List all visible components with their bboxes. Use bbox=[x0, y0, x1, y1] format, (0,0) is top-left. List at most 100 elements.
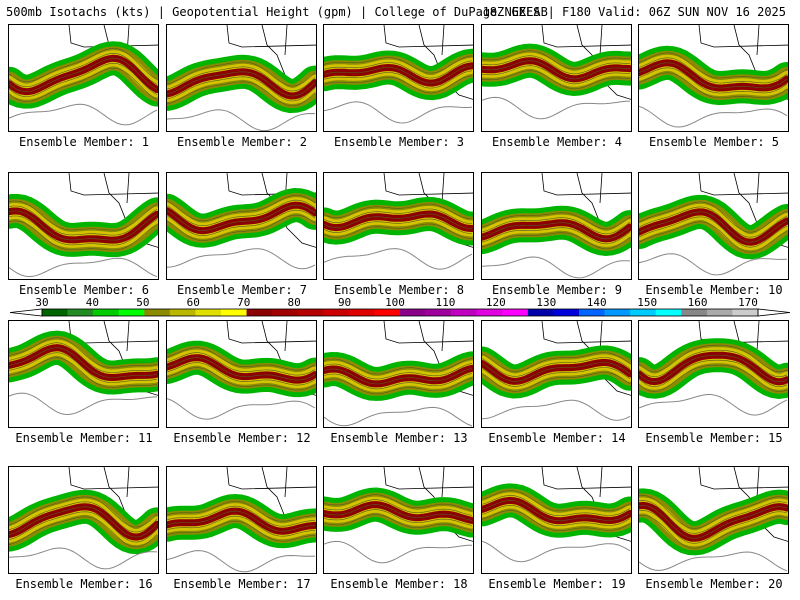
height-contour bbox=[482, 490, 631, 512]
map-canvas bbox=[639, 173, 788, 276]
colorbar-cell bbox=[297, 309, 324, 316]
height-contour bbox=[639, 52, 788, 79]
height-contour bbox=[9, 511, 158, 543]
height-contour bbox=[167, 520, 316, 542]
height-contour bbox=[639, 354, 788, 383]
height-contour bbox=[324, 203, 473, 219]
ensemble-map-5 bbox=[638, 24, 789, 132]
colorbar-tick-label: 140 bbox=[586, 296, 607, 309]
map-canvas bbox=[167, 467, 316, 573]
ensemble-member-label: Ensemble Member: 20 bbox=[645, 577, 783, 591]
map-canvas bbox=[324, 321, 473, 427]
colorbar-cell bbox=[93, 309, 120, 316]
height-contour bbox=[9, 506, 158, 538]
gray-contour bbox=[9, 103, 158, 126]
colorbar-max-arrow bbox=[757, 308, 791, 317]
gray-contour bbox=[9, 392, 158, 416]
height-contour bbox=[9, 516, 158, 548]
height-contour bbox=[167, 76, 316, 102]
height-contour bbox=[482, 352, 631, 372]
colorbar-tick-label: 70 bbox=[237, 296, 251, 309]
height-contour bbox=[167, 505, 316, 527]
height-contour bbox=[9, 210, 158, 241]
map-canvas bbox=[9, 321, 158, 416]
map-canvas bbox=[167, 25, 316, 131]
colorbar-tick-label: 50 bbox=[136, 296, 150, 309]
colorbar-outline bbox=[41, 308, 759, 317]
gray-contour bbox=[167, 398, 316, 420]
height-contour bbox=[324, 378, 473, 395]
map-canvas bbox=[9, 25, 158, 126]
gray-contour bbox=[324, 406, 473, 427]
gray-contour bbox=[482, 399, 631, 421]
height-contour bbox=[9, 57, 158, 92]
map-canvas bbox=[9, 173, 158, 278]
height-contour bbox=[9, 62, 158, 97]
height-contour bbox=[167, 61, 316, 87]
height-contour bbox=[482, 212, 631, 230]
colorbar-cell bbox=[118, 309, 145, 316]
gray-contour bbox=[167, 248, 316, 270]
height-contour bbox=[324, 70, 473, 89]
height-contour bbox=[324, 499, 473, 516]
ensemble-member-label: Ensemble Member: 19 bbox=[488, 577, 626, 591]
height-contour bbox=[639, 359, 788, 388]
ensemble-member-label: Ensemble Member: 11 bbox=[15, 431, 153, 445]
height-contour bbox=[482, 232, 631, 250]
colorbar-cell bbox=[195, 309, 222, 316]
gray-contour bbox=[324, 248, 473, 270]
colorbar-cell bbox=[655, 309, 682, 316]
height-contour bbox=[167, 209, 316, 237]
ensemble-map-4 bbox=[481, 24, 632, 132]
colorbar-cell bbox=[374, 309, 401, 316]
height-contour bbox=[482, 500, 631, 522]
height-contour bbox=[167, 510, 316, 532]
height-contour bbox=[9, 215, 158, 246]
height-contour bbox=[167, 199, 316, 227]
gray-contour bbox=[482, 96, 631, 120]
gray-contour bbox=[482, 540, 631, 563]
height-contour bbox=[324, 514, 473, 531]
gray-contour bbox=[324, 101, 473, 124]
height-contour bbox=[324, 373, 473, 390]
height-contour bbox=[167, 194, 316, 222]
height-contour bbox=[324, 494, 473, 511]
ensemble-map-16 bbox=[8, 466, 159, 574]
map-title: 500mb Isotachs (kts) | Geopotential Heig… bbox=[6, 5, 548, 19]
colorbar-cell bbox=[348, 309, 375, 316]
height-contour bbox=[9, 347, 158, 378]
colorbar-tick-label: 170 bbox=[738, 296, 758, 309]
ensemble-map-15 bbox=[638, 320, 789, 428]
height-contour bbox=[9, 67, 158, 102]
colorbar-cell bbox=[630, 309, 657, 316]
colorbar-cell bbox=[527, 309, 554, 316]
ensemble-member-label: Ensemble Member: 13 bbox=[330, 431, 468, 445]
ensemble-map-17 bbox=[166, 466, 317, 574]
gray-contour bbox=[482, 256, 631, 279]
ensemble-map-11 bbox=[8, 320, 159, 428]
colorbar-cell bbox=[579, 309, 605, 316]
height-contour bbox=[324, 504, 473, 521]
colorbar-cell bbox=[681, 309, 708, 316]
height-contour bbox=[482, 50, 631, 70]
map-canvas bbox=[324, 173, 473, 270]
ensemble-member-label: Ensemble Member: 10 bbox=[645, 283, 783, 297]
height-contour bbox=[639, 505, 788, 539]
gray-contour bbox=[639, 253, 788, 276]
map-canvas bbox=[482, 321, 631, 421]
gray-contour bbox=[9, 547, 158, 570]
height-contour bbox=[482, 70, 631, 90]
height-contour bbox=[9, 47, 158, 82]
ensemble-map-14 bbox=[481, 320, 632, 428]
ensemble-map-19 bbox=[481, 466, 632, 574]
height-contour bbox=[167, 515, 316, 537]
height-contour bbox=[324, 55, 473, 74]
height-contour bbox=[482, 55, 631, 75]
height-contour bbox=[167, 81, 316, 107]
colorbar-cell bbox=[732, 309, 759, 316]
height-contour bbox=[324, 223, 473, 239]
height-contour bbox=[9, 342, 158, 373]
height-contour bbox=[639, 67, 788, 94]
height-contour bbox=[482, 222, 631, 240]
height-contour bbox=[482, 495, 631, 517]
